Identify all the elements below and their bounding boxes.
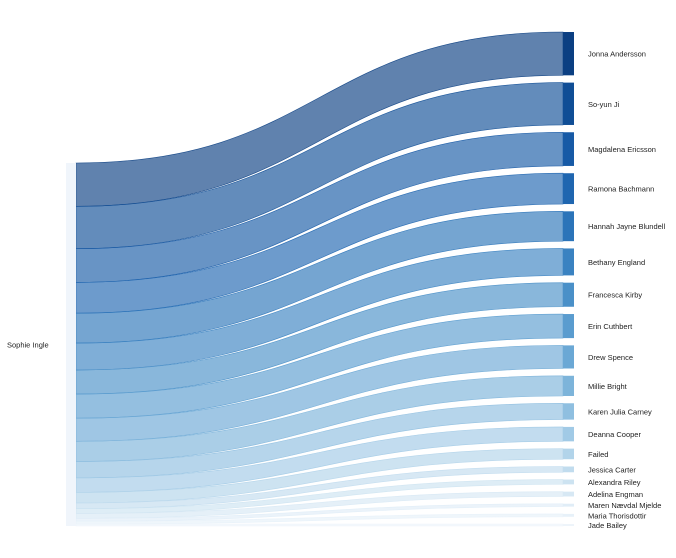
node-label-francesca-kirby: Francesca Kirby: [588, 291, 642, 300]
node-adelina-engman: [563, 491, 574, 497]
link-hannah-jayne-blundell: [75, 211, 564, 344]
link-adelina-engman: [75, 491, 564, 519]
link-jade-bailey: [75, 523, 564, 527]
node-label-maria-thorisdottir: Maria Thorisdottir: [588, 511, 647, 520]
node-jade-bailey: [563, 524, 574, 526]
node-label-jade-bailey: Jade Bailey: [588, 521, 627, 530]
link-so-yun-ji: [75, 82, 564, 249]
node-alexandra-riley: [563, 479, 574, 485]
link-magdalena-ericsson: [75, 131, 564, 283]
node-jonna-andersson: [563, 32, 574, 76]
node-deanna-cooper: [563, 426, 574, 442]
node-label-erin-cuthbert: Erin Cuthbert: [588, 322, 633, 331]
node-label-alexandra-riley: Alexandra Riley: [588, 478, 641, 487]
node-sophie-ingle: [66, 163, 76, 526]
node-label-adelina-engman: Adelina Engman: [588, 490, 643, 499]
node-ramona-bachmann: [563, 173, 574, 205]
node-erin-cuthbert: [563, 314, 574, 339]
node-drew-spence: [563, 345, 574, 369]
node-jessica-carter: [563, 466, 574, 473]
node-label-karen-julia-carney: Karen Julia Carney: [588, 407, 652, 416]
node-label-millie-bright: Millie Bright: [588, 382, 628, 391]
node-maria-thorisdottir: [563, 513, 574, 517]
node-karen-julia-carney: [563, 403, 574, 420]
link-failed: [75, 448, 564, 504]
node-label-bethany-england: Bethany England: [588, 258, 645, 267]
node-label-jessica-carter: Jessica Carter: [588, 465, 636, 474]
node-label-maren-nvdal-mjelde: Maren Nævdal Mjelde: [588, 501, 661, 510]
node-hannah-jayne-blundell: [563, 211, 574, 242]
link-alexandra-riley: [75, 479, 564, 514]
sankey-labels: Sophie Ingle Jonna Andersson So-yun Ji Magd…: [7, 50, 665, 530]
node-maren-nvdal-mjelde: [563, 503, 574, 507]
sankey-nodes: [66, 32, 574, 526]
node-label-sophie-ingle: Sophie Ingle: [7, 341, 49, 350]
node-label-magdalena-ericsson: Magdalena Ericsson: [588, 145, 656, 154]
node-bethany-england: [563, 248, 574, 276]
node-label-drew-spence: Drew Spence: [588, 353, 633, 362]
link-bethany-england: [75, 248, 564, 371]
node-millie-bright: [563, 375, 574, 396]
sankey-links: [75, 31, 564, 527]
node-label-ramona-bachmann: Ramona Bachmann: [588, 185, 654, 194]
link-karen-julia-carney: [75, 402, 564, 479]
node-label-deanna-cooper: Deanna Cooper: [588, 430, 641, 439]
node-label-jonna-andersson: Jonna Andersson: [588, 50, 646, 59]
node-francesca-kirby: [563, 282, 574, 307]
node-so-yun-ji: [563, 82, 574, 125]
link-erin-cuthbert: [75, 313, 564, 419]
node-label-hannah-jayne-blundell: Hannah Jayne Blundell: [588, 222, 665, 231]
node-failed: [563, 448, 574, 460]
node-label-so-yun-ji: So-yun Ji: [588, 100, 620, 109]
link-jessica-carter: [75, 466, 564, 509]
node-label-failed: Failed: [588, 450, 608, 459]
link-maria-thorisdottir: [75, 513, 564, 525]
node-magdalena-ericsson: [563, 132, 574, 166]
